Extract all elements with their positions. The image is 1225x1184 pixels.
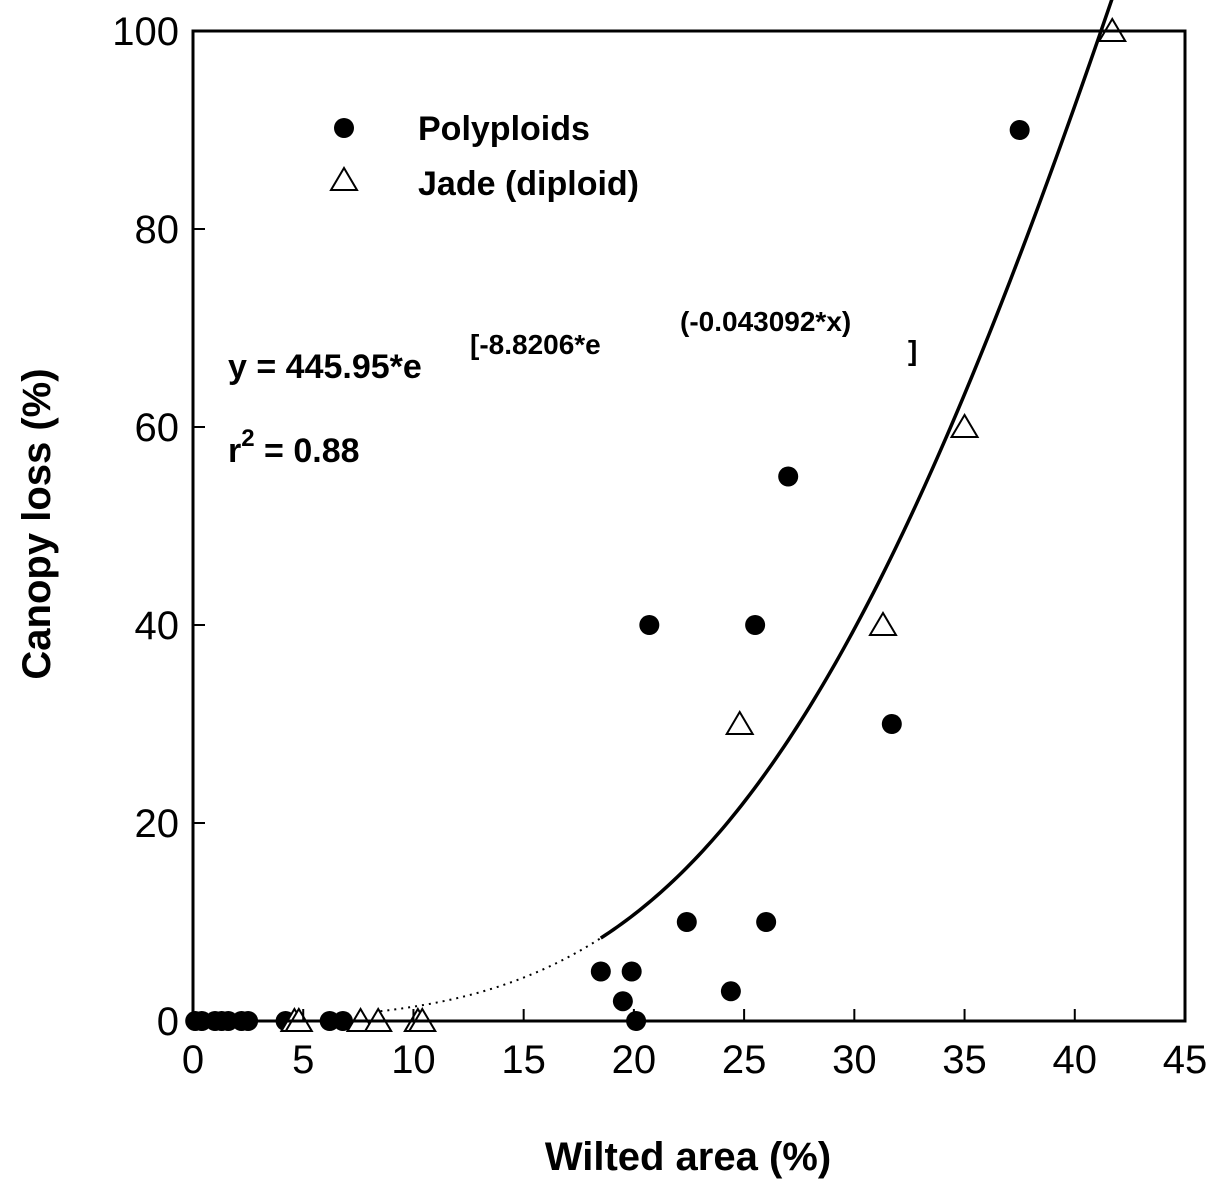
jade-point <box>724 710 755 735</box>
polyploid-point <box>621 961 642 982</box>
x-tick-label: 35 <box>942 1038 987 1082</box>
x-tick-label: 30 <box>832 1038 877 1082</box>
equation-base: y = 445.95*e <box>228 348 422 386</box>
r2-value: = 0.88 <box>255 432 360 470</box>
r2-superscript: 2 <box>241 425 254 452</box>
x-tick-label: 40 <box>1053 1038 1098 1082</box>
polyploid-point <box>756 912 777 932</box>
x-tick-label: 20 <box>612 1038 657 1082</box>
polyploid-point <box>720 981 741 1002</box>
x-tick-label: 5 <box>292 1038 314 1082</box>
polyploid-point <box>881 714 902 734</box>
y-tick-label: 40 <box>135 604 180 648</box>
x-axis-title: Wilted area (%) <box>545 1135 831 1179</box>
y-tick-label: 60 <box>135 406 180 450</box>
equation-exponent: [-8.8206*e <box>470 329 601 360</box>
legend-marker-polyploids <box>334 118 354 138</box>
x-tick-label: 25 <box>722 1038 767 1082</box>
y-tick-label: 0 <box>157 1000 179 1044</box>
fit-equation: y = 445.95*e [-8.8206*e (-0.043092*x) ] <box>228 306 917 386</box>
r-squared-label: r2 = 0.88 <box>228 425 360 470</box>
polyploid-point <box>745 615 766 635</box>
polyploid-point <box>639 615 660 635</box>
y-axis-ticks: 0 20 40 60 80 100 <box>112 10 205 1044</box>
y-tick-label: 100 <box>112 10 179 54</box>
polyploid-point <box>676 912 697 932</box>
legend: Polyploids Jade (diploid) <box>329 110 639 203</box>
legend-label-jade: Jade (diploid) <box>418 165 639 203</box>
x-axis-ticks: 0 5 10 15 20 25 30 35 40 45 <box>182 1009 1207 1082</box>
polyploid-point <box>612 991 633 1012</box>
polyploid-point <box>1009 120 1030 140</box>
data-points-group <box>185 17 1128 1032</box>
r2-prefix: r <box>228 432 241 470</box>
jade-point <box>949 413 980 438</box>
x-tick-label: 0 <box>182 1038 204 1082</box>
polyploid-point <box>590 961 611 982</box>
equation-close-bracket: ] <box>908 335 917 366</box>
y-axis-title: Canopy loss (%) <box>15 368 59 679</box>
y-tick-label: 20 <box>135 802 180 846</box>
svg-text:r2 = 0.88: r2 = 0.88 <box>228 425 360 470</box>
x-tick-label: 10 <box>391 1038 436 1082</box>
legend-label-polyploids: Polyploids <box>418 110 590 148</box>
x-tick-label: 45 <box>1163 1038 1208 1082</box>
legend-marker-jade <box>329 166 359 191</box>
plot-area-border <box>191 29 1187 1023</box>
jade-point <box>868 611 898 636</box>
fit-curve-group <box>380 0 1114 1013</box>
fit-curve <box>599 0 1114 940</box>
y-tick-label: 80 <box>135 208 180 252</box>
equation-inner-exponent: (-0.043092*x) <box>680 306 851 337</box>
x-tick-label: 15 <box>501 1038 546 1082</box>
polyploid-point <box>778 466 799 487</box>
fit-curve-extrapolated <box>380 937 602 1013</box>
